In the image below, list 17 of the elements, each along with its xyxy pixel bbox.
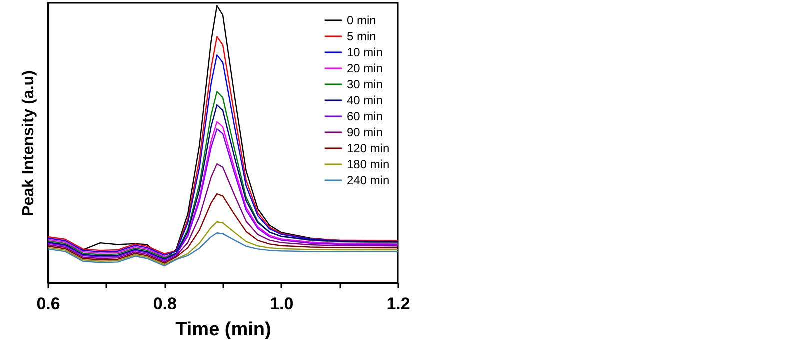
legend-label: 20 min <box>347 62 384 76</box>
legend-label: 5 min <box>347 30 376 44</box>
x-tick-label: 1.0 <box>270 294 294 314</box>
legend-label: 10 min <box>347 46 384 60</box>
x-tick-label: 0.8 <box>153 294 177 314</box>
y-axis-title: Peak Intensity (a.u) <box>20 70 38 216</box>
legend-label: 180 min <box>347 158 390 172</box>
x-axis-title: Time (min) <box>176 320 272 340</box>
legend-label: 60 min <box>347 110 384 124</box>
legend-label: 120 min <box>347 142 390 156</box>
legend-label: 0 min <box>347 14 376 28</box>
x-tick-label: 0.6 <box>36 294 60 314</box>
legend-label: 30 min <box>347 78 384 92</box>
legend-label: 90 min <box>347 126 384 140</box>
legend-label: 240 min <box>347 174 390 188</box>
x-tick-label: 1.2 <box>386 294 410 314</box>
legend-label: 40 min <box>347 94 384 108</box>
